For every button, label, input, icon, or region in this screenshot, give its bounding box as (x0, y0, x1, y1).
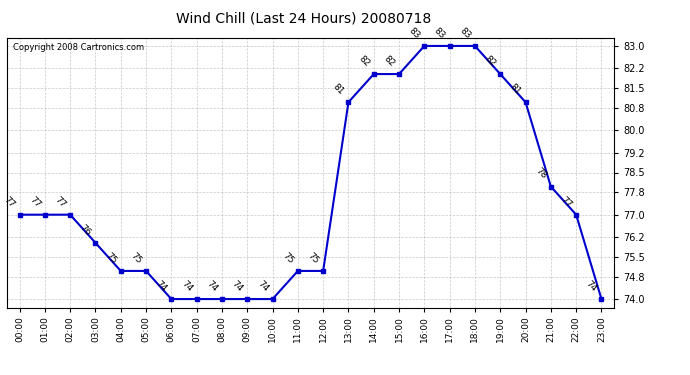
Text: 82: 82 (357, 54, 371, 69)
Text: 83: 83 (433, 26, 447, 40)
Text: 76: 76 (78, 223, 92, 237)
Text: 74: 74 (205, 279, 219, 294)
Text: 83: 83 (407, 26, 422, 40)
Text: 74: 74 (255, 279, 270, 294)
Text: 75: 75 (129, 251, 144, 266)
Text: 74: 74 (584, 279, 599, 294)
Text: 74: 74 (230, 279, 244, 294)
Text: 77: 77 (2, 195, 17, 209)
Text: 74: 74 (179, 279, 194, 294)
Text: 75: 75 (104, 251, 118, 266)
Text: 77: 77 (53, 195, 68, 209)
Text: 83: 83 (457, 26, 472, 40)
Text: Wind Chill (Last 24 Hours) 20080718: Wind Chill (Last 24 Hours) 20080718 (176, 11, 431, 25)
Text: 82: 82 (483, 54, 497, 69)
Text: 75: 75 (281, 251, 295, 266)
Text: 77: 77 (559, 195, 573, 209)
Text: 74: 74 (154, 279, 168, 294)
Text: 81: 81 (331, 82, 346, 97)
Text: 81: 81 (509, 82, 523, 97)
Text: 77: 77 (28, 195, 42, 209)
Text: 75: 75 (306, 251, 320, 266)
Text: 78: 78 (533, 166, 548, 181)
Text: Copyright 2008 Cartronics.com: Copyright 2008 Cartronics.com (13, 43, 144, 52)
Text: 82: 82 (382, 54, 396, 69)
